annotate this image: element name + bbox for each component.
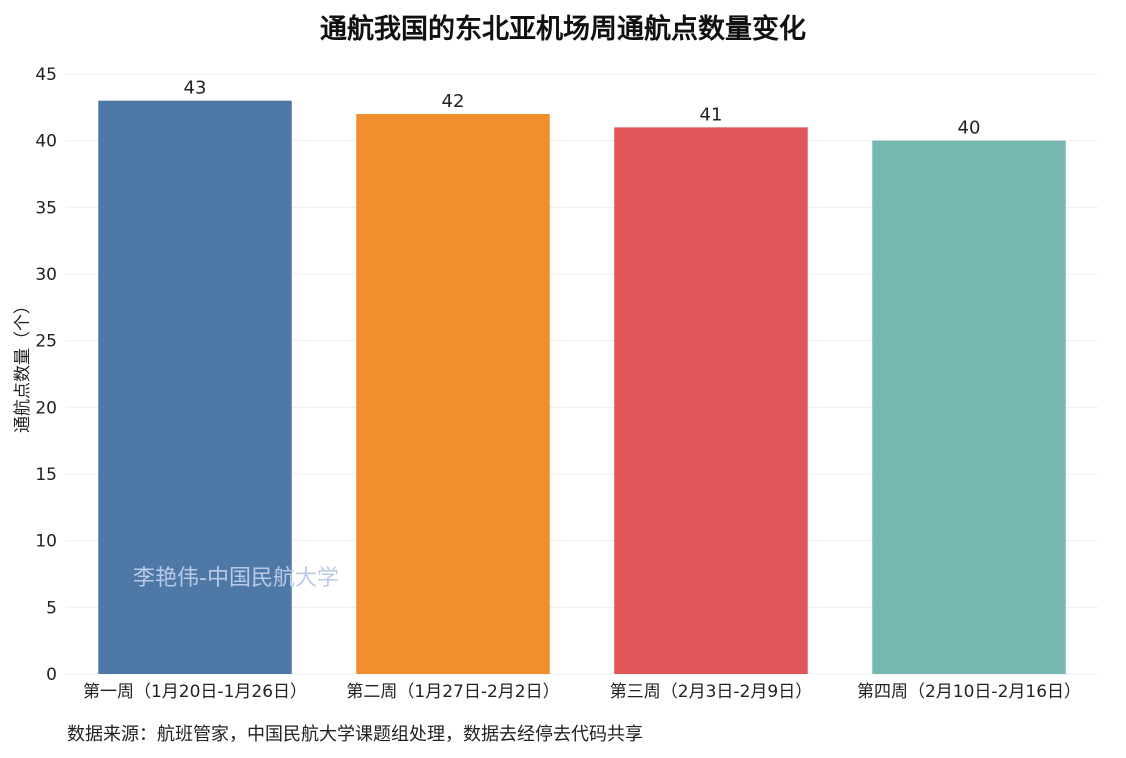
x-tick-label: 第二周（1月27日-2月2日） bbox=[346, 682, 559, 702]
y-tick-label: 30 bbox=[35, 265, 57, 285]
data-label: 40 bbox=[958, 118, 981, 139]
y-tick-label: 35 bbox=[35, 198, 57, 218]
bar bbox=[614, 127, 808, 675]
chart-title: 通航我国的东北亚机场周通航点数量变化 bbox=[320, 13, 806, 45]
data-labels: 43 42 41 40 bbox=[184, 78, 981, 139]
watermark-text: 李艳伟-中国民航大学 bbox=[133, 566, 339, 591]
bar bbox=[98, 100, 292, 674]
bar bbox=[872, 140, 1066, 674]
data-label: 42 bbox=[442, 91, 465, 112]
y-tick-label: 5 bbox=[46, 598, 57, 618]
x-tick-label: 第一周（1月20日-1月26日） bbox=[83, 682, 307, 702]
y-tick-label: 10 bbox=[35, 532, 57, 552]
y-tick-label: 40 bbox=[35, 132, 57, 152]
bar bbox=[356, 114, 550, 674]
y-axis-ticks: 0 5 10 15 20 25 30 35 40 45 bbox=[35, 65, 57, 685]
x-tick-label: 第四周（2月10日-2月16日） bbox=[857, 682, 1081, 702]
y-tick-label: 15 bbox=[35, 465, 57, 485]
bars bbox=[98, 100, 1066, 675]
y-axis-label: 通航点数量（个） bbox=[13, 297, 33, 433]
data-label: 43 bbox=[184, 78, 207, 99]
y-tick-label: 45 bbox=[35, 65, 57, 85]
data-label: 41 bbox=[700, 104, 723, 125]
x-tick-label: 第三周（2月3日-2月9日） bbox=[610, 682, 812, 702]
source-note: 数据来源：航班管家，中国民航大学课题组处理，数据去经停去代码共享 bbox=[67, 724, 643, 745]
x-axis-ticks: 第一周（1月20日-1月26日） 第二周（1月27日-2月2日） 第三周（2月3日-… bbox=[83, 682, 1081, 702]
y-tick-label: 20 bbox=[35, 398, 57, 418]
y-tick-label: 25 bbox=[35, 332, 57, 352]
y-tick-label: 0 bbox=[46, 665, 57, 685]
